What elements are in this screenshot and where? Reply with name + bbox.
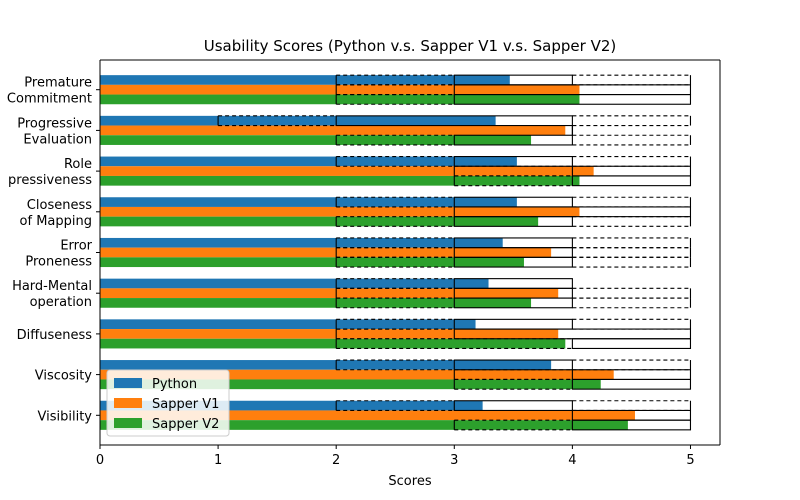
- bar-sapper-v1-7: [100, 369, 614, 380]
- iqr-box: [335, 115, 573, 127]
- bar-sapper-v1-2: [100, 166, 594, 176]
- x-axis-label: Scores: [388, 474, 431, 489]
- box-overlay-2-8: [453, 419, 692, 431]
- iqr-box: [571, 419, 692, 431]
- bar-python-3: [100, 197, 517, 207]
- y-tick-label: Role pressiveness: [8, 157, 92, 188]
- bar-sapper-v1-0: [100, 84, 580, 95]
- bar-sapper-v2-2: [100, 175, 580, 186]
- y-tick-label: Closeness of Mapping: [20, 198, 93, 229]
- iqr-box: [571, 338, 692, 349]
- bar-sapper-v2-5: [100, 298, 532, 308]
- bar-python-0: [100, 75, 510, 85]
- bar-python-6: [100, 319, 476, 330]
- x-tick-label: 4: [568, 453, 576, 468]
- y-tick-label: Visibility: [38, 409, 93, 424]
- bar-sapper-v2-8: [100, 420, 628, 430]
- iqr-box: [571, 175, 692, 187]
- x-tick-label: 5: [686, 453, 694, 468]
- y-tick-label: Error Proneness: [25, 239, 92, 270]
- bar-python-8: [100, 400, 483, 411]
- bar-sapper-v1-6: [100, 329, 559, 339]
- x-tick-label: 0: [96, 453, 104, 468]
- x-tick-label: 3: [450, 453, 458, 468]
- bar-sapper-v2-6: [100, 338, 566, 349]
- legend: Python Sapper V1 Sapper V2: [106, 369, 230, 437]
- box-overlay-0-1: [217, 115, 692, 127]
- bar-sapper-v2-4: [100, 257, 524, 268]
- legend-swatch-python: [114, 378, 142, 388]
- bar-sapper-v2-3: [100, 216, 539, 227]
- bar-sapper-v1-8: [100, 410, 635, 421]
- x-axis: 0 1 2 3 4 5: [96, 444, 720, 468]
- legend-swatch-sapper-v1: [114, 398, 142, 408]
- box-overlay-2-3: [335, 216, 692, 227]
- legend-label-sapper-v2: Sapper V2: [152, 417, 219, 432]
- box-overlay-2-5: [335, 297, 692, 309]
- iqr-box: [453, 216, 573, 227]
- bar-sapper-v1-5: [100, 288, 559, 299]
- bar-python-2: [100, 156, 517, 167]
- box-overlay-2-6: [335, 338, 692, 350]
- bar-python-4: [100, 237, 503, 248]
- legend-label-sapper-v1: Sapper V1: [152, 397, 219, 412]
- box-overlay-2-0: [335, 94, 692, 105]
- y-tick-label: Viscosity: [35, 369, 93, 384]
- bar-python-7: [100, 360, 552, 370]
- bar-sapper-v2-0: [100, 94, 580, 105]
- y-tick-label: Progressive Evaluation: [17, 116, 92, 147]
- chart-title: Usability Scores (Python v.s. Sapper V1 …: [204, 37, 616, 55]
- box-overlay-2-4: [335, 256, 692, 268]
- bar-python-5: [100, 278, 489, 289]
- box-overlay-2-2: [453, 175, 692, 187]
- bar-python-1: [100, 115, 496, 126]
- bar-sapper-v2-7: [100, 379, 601, 390]
- y-axis: Premature Commitment Progressive Evaluation…: [7, 60, 101, 445]
- y-tick-label: Hard-Mental operation: [12, 279, 92, 310]
- x-tick-label: 2: [332, 453, 340, 468]
- bar-sapper-v1-3: [100, 206, 580, 217]
- iqr-box: [571, 378, 692, 390]
- iqr-box: [453, 94, 692, 105]
- x-tick-label: 1: [214, 453, 222, 468]
- iqr-box: [453, 400, 573, 411]
- iqr-box: [453, 134, 573, 146]
- box-overlay-2-7: [453, 378, 692, 390]
- iqr-box: [453, 297, 573, 309]
- legend-swatch-sapper-v2: [114, 418, 142, 428]
- box-overlay-2-1: [335, 134, 692, 146]
- y-tick-label: Premature Commitment: [7, 76, 92, 107]
- bar-sapper-v2-1: [100, 135, 532, 145]
- legend-label-python: Python: [152, 377, 197, 392]
- iqr-box: [453, 256, 573, 268]
- y-tick-label: Diffuseness: [17, 328, 93, 343]
- plot-area: [100, 59, 721, 445]
- bar-sapper-v1-4: [100, 247, 552, 258]
- bar-sapper-v1-1: [100, 125, 566, 136]
